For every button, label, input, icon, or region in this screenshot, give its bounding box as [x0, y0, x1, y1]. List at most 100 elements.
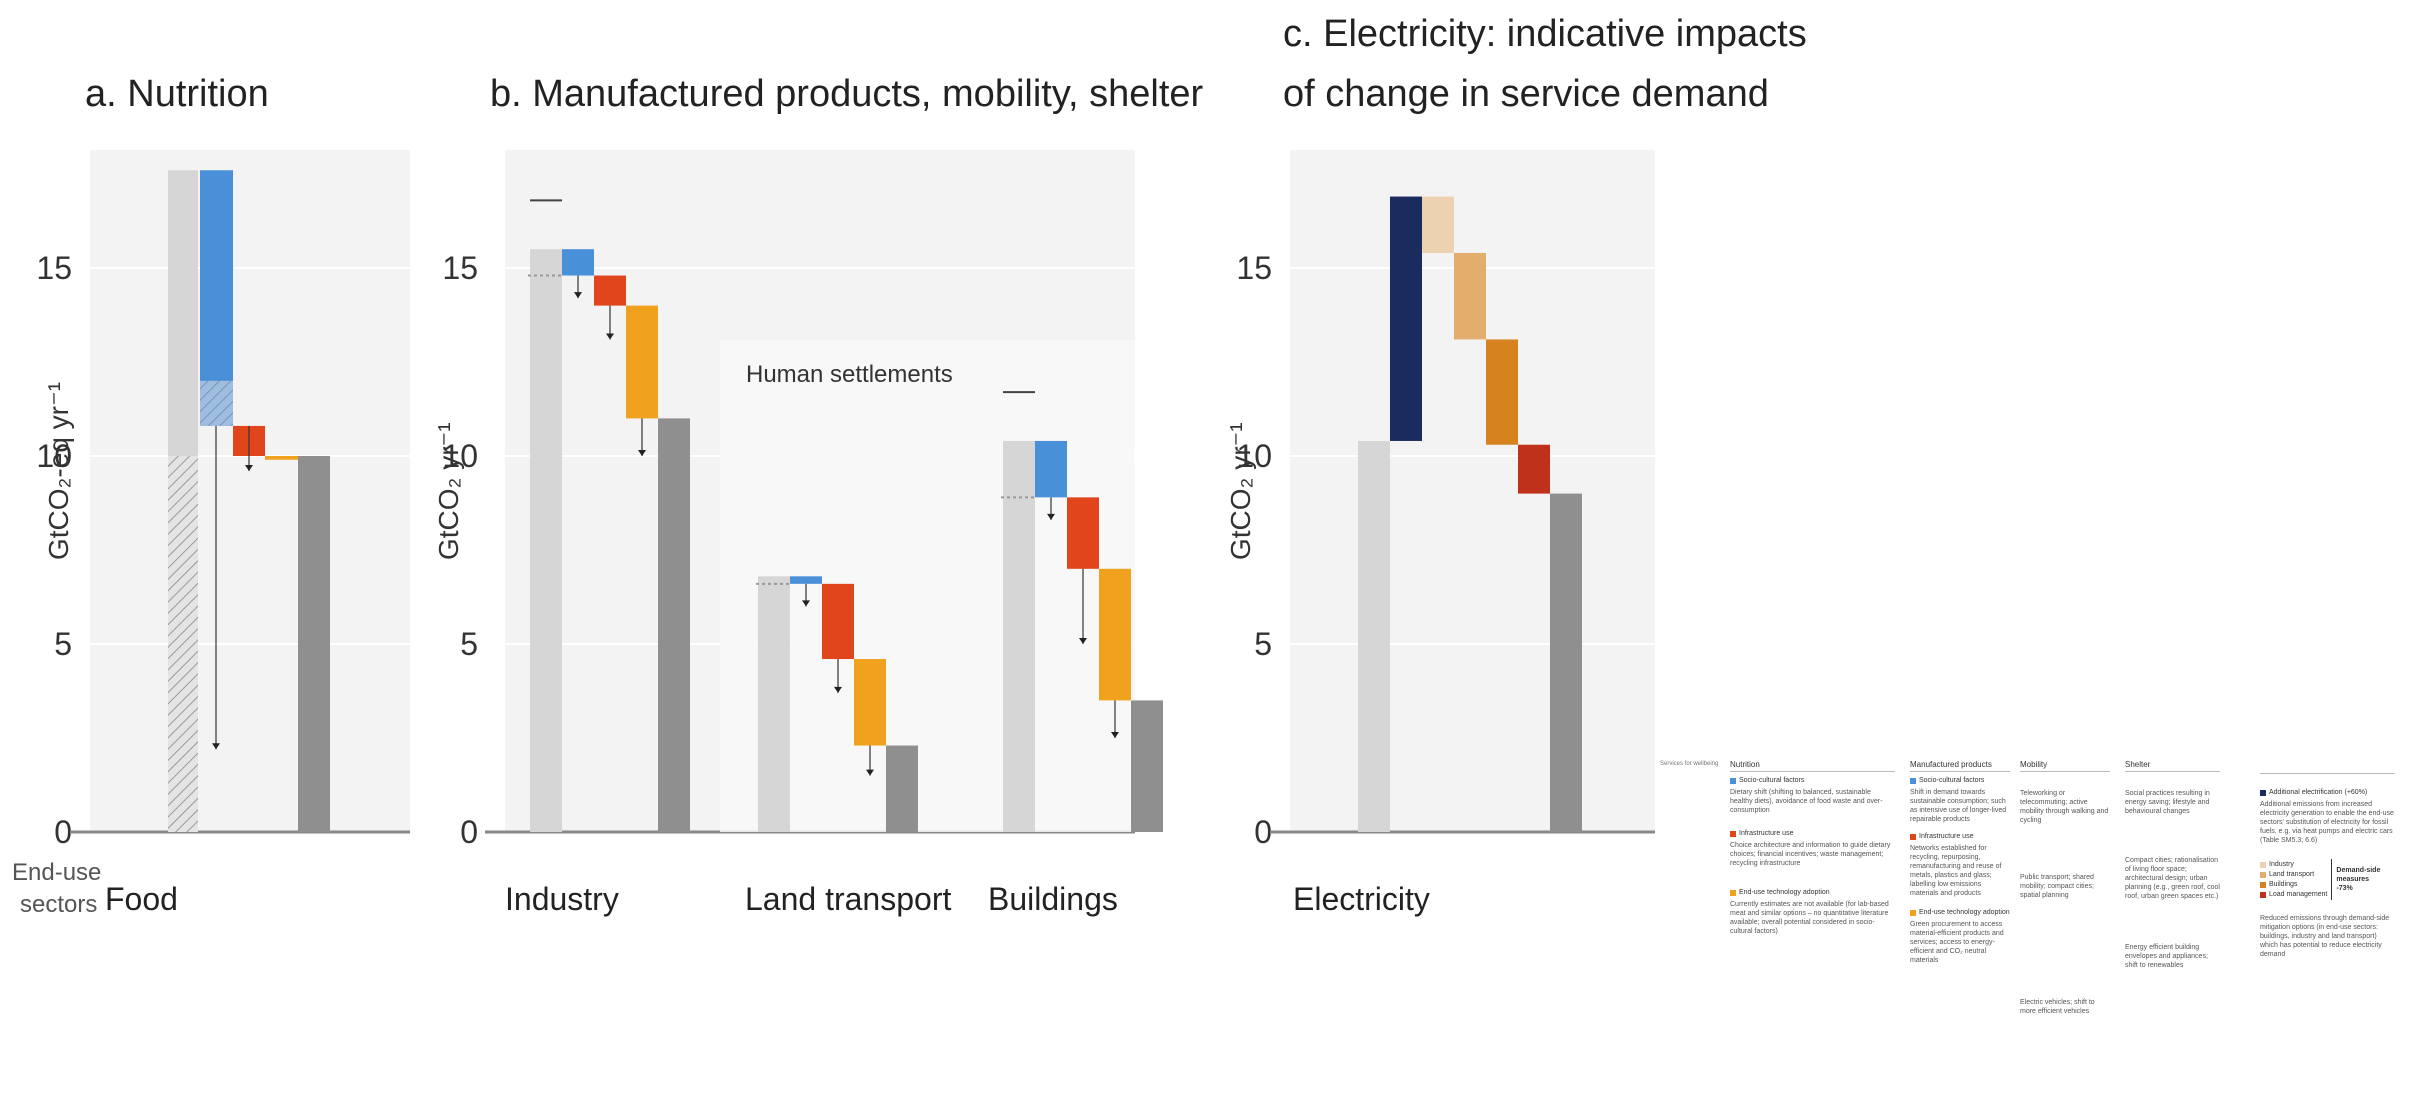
landtransport-swatch: [2260, 871, 2266, 878]
sector-land-transport: Land transport: [745, 881, 951, 917]
panel-a-tick-label: 0: [54, 814, 72, 850]
infra-swatch: [1730, 830, 1736, 837]
y-axis-label-a: GtCO₂-eq yr⁻¹: [43, 382, 74, 560]
legend-col-manufactured: Manufactured products Socio-cultural fac…: [1910, 760, 2010, 965]
food-socio-hatch: [200, 380, 233, 426]
industry-technology-step: [626, 305, 658, 419]
panel-b-title: b. Manufactured products, mobility, shel…: [490, 73, 1204, 115]
panel-a-tick-label: 10: [36, 438, 72, 474]
panel-b-tick-label: 15: [442, 250, 478, 286]
demand-side-pct: -73%: [2336, 885, 2353, 892]
industry-technology-step-arrow-head: [638, 450, 646, 456]
header-nutrition: Nutrition: [1730, 760, 1895, 772]
panel-a-tick-label: 15: [36, 250, 72, 286]
tech-swatch: [1730, 889, 1736, 896]
socio-label: Socio-cultural factors: [1739, 777, 1805, 784]
land-transport-baseline-bar: [758, 576, 790, 832]
sector-food: Food: [105, 881, 178, 917]
socio-swatch: [1910, 777, 1916, 784]
electrification-swatch: [2260, 789, 2266, 796]
panel-b-tick-label: 10: [442, 438, 478, 474]
legend-col-shelter: Shelter Social practices resulting in en…: [2125, 760, 2220, 970]
panel-a-title: a. Nutrition: [85, 73, 269, 115]
industry-infrastructure-step: [594, 275, 626, 306]
nutrition-infra-text: Choice architecture and information to g…: [1730, 842, 1891, 867]
header-shelter: Shelter: [2125, 760, 2220, 772]
industry-socio-cultural-step-arrow-head: [574, 292, 582, 299]
legend-item-buildings: Buildings: [2269, 881, 2298, 888]
food-result-bar: [298, 456, 330, 832]
mobility-tech-text: Electric vehicles; shift to more efficie…: [2020, 999, 2095, 1015]
industry-swatch: [2260, 861, 2266, 868]
nutrition-tech-text: Currently estimates are not available (f…: [1730, 901, 1889, 935]
panel-c-title-line2: of change in service demand: [1283, 73, 1769, 115]
infra-label: Infrastructure use: [1739, 830, 1794, 837]
land-transport-infrastructure-step-arrow-head: [834, 686, 842, 693]
panel-c-tick-label: 10: [1236, 438, 1272, 474]
land-transport-socio-cultural-step: [790, 576, 822, 584]
industry-socio-cultural-step: [562, 249, 594, 276]
industry-result-bar: [658, 418, 690, 832]
buildings-socio-cultural-step: [1035, 440, 1067, 498]
electricity-buildings-step: [1486, 339, 1518, 445]
land-transport-infrastructure-step: [822, 583, 854, 660]
food-socio-range-arrow-head: [212, 743, 220, 750]
panel-c-tick-label: 0: [1254, 814, 1272, 850]
infra-label: Infrastructure use: [1919, 833, 1974, 840]
legend-col-electricity: Additional electrification (+60%) Additi…: [2260, 773, 2395, 959]
annotation-human-settlements: Human settlements: [746, 361, 953, 388]
legend-item-land-transport: Land transport: [2269, 871, 2315, 878]
manufactured-infra-text: Networks established for recycling, repu…: [1910, 845, 2002, 897]
food-baseline-hatch: [168, 456, 198, 832]
buildings-technology-step-arrow-head: [1111, 732, 1119, 738]
reduced-emissions-text: Reduced emissions through demand-side mi…: [2260, 915, 2390, 958]
nutrition-socio-text: Dietary shift (shifting to balanced, sus…: [1730, 789, 1883, 814]
tech-label: End-use technology adoption: [1919, 909, 2010, 916]
sector-electricity: Electricity: [1293, 881, 1430, 917]
panel-c-background: [1290, 150, 1655, 832]
buildings-swatch: [2260, 881, 2266, 888]
buildings-infrastructure-step: [1067, 497, 1099, 569]
header-manufactured: Manufactured products: [1910, 760, 2010, 772]
legend-table: Services for wellbeing Nutrition Socio-c…: [1660, 760, 2400, 1090]
mobility-socio-text: Teleworking or telecommuting; active mob…: [2020, 790, 2109, 824]
electricity-load-management-step: [1518, 444, 1550, 494]
land-transport-result-bar: [886, 745, 918, 832]
shelter-infra-text: Compact cities; rationalisation of livin…: [2125, 857, 2220, 900]
buildings-socio-cultural-step-arrow-head: [1047, 513, 1055, 520]
mobility-infra-text: Public transport; shared mobility; compa…: [2020, 874, 2094, 899]
panel-a-tick-label: 5: [54, 626, 72, 662]
tech-swatch: [1910, 909, 1916, 916]
buildings-result-bar: [1131, 700, 1163, 832]
legend-item-industry: Industry: [2269, 861, 2294, 868]
panel-c-tick-label: 15: [1236, 250, 1272, 286]
y-axis-label-b: GtCO₂ yr⁻¹: [433, 422, 464, 560]
electrification-label: Additional electrification (+60%): [2269, 789, 2368, 796]
electricity-industry-step: [1422, 196, 1454, 253]
panel-b-tick-label: 5: [460, 626, 478, 662]
socio-swatch: [1730, 777, 1736, 784]
panel-c-title-line1: c. Electricity: indicative impacts: [1283, 13, 1807, 55]
land-transport-technology-step: [854, 659, 886, 746]
panel-a-background: [90, 150, 410, 832]
services-label: Services for wellbeing: [1660, 761, 1719, 767]
manufactured-tech-text: Green procurement to access material-eff…: [1910, 921, 2004, 964]
infra-swatch: [1910, 833, 1916, 840]
electricity-land-transport-step: [1454, 252, 1486, 340]
legend-item-load-management: Load management: [2269, 891, 2328, 898]
land-transport-technology-step-arrow-head: [866, 769, 874, 776]
sector-industry: Industry: [505, 881, 619, 917]
panel-a-chart: 0 5 10 15: [36, 150, 410, 850]
electricity-baseline-bar: [1358, 440, 1390, 832]
manufactured-socio-text: Shift in demand towards sustainable cons…: [1910, 789, 2007, 823]
electricity-result-bar: [1550, 493, 1582, 832]
sector-buildings: Buildings: [988, 881, 1118, 917]
legend-col-mobility: Mobility Teleworking or telecommuting; a…: [2020, 760, 2110, 1016]
food-technology-step: [265, 456, 298, 460]
socio-label: Socio-cultural factors: [1919, 777, 1985, 784]
panel-b-tick-label: 0: [460, 814, 478, 850]
load-swatch: [2260, 891, 2266, 898]
demand-side-group: Industry Land transport Buildings Load m…: [2260, 859, 2395, 900]
legend-col-nutrition: Nutrition Socio-cultural factors Dietary…: [1730, 760, 1895, 936]
demand-side-label: Demand-side measures: [2336, 867, 2381, 883]
